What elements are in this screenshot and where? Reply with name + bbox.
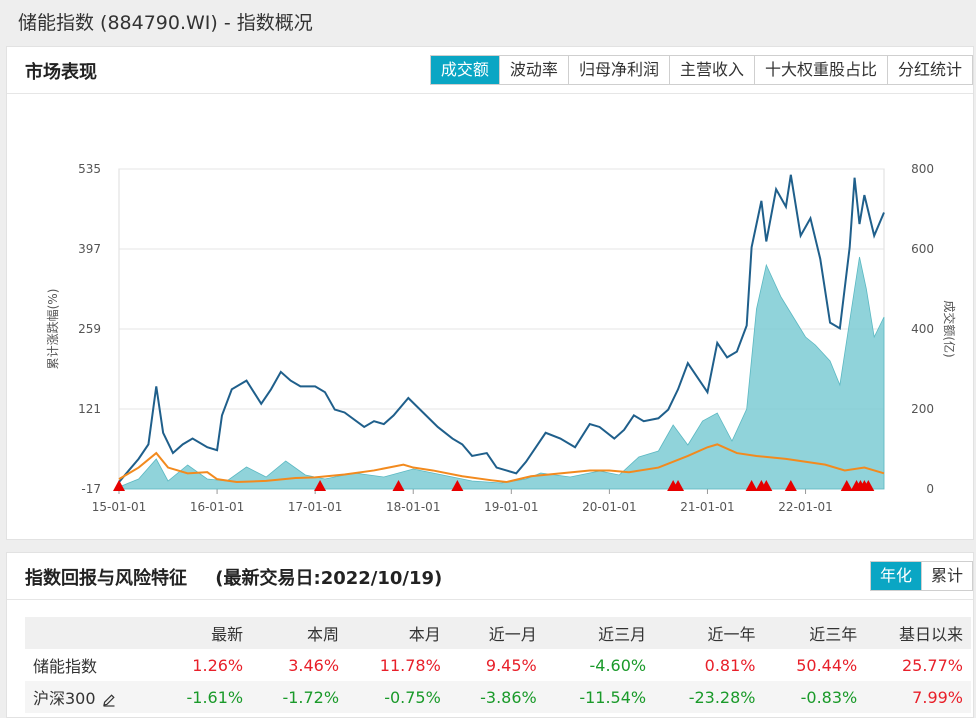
market-title: 市场表现 (25, 62, 97, 83)
tab-main-revenue[interactable]: 主营收入 (668, 56, 754, 84)
returns-card: 指数回报与风险特征 (最新交易日:2022/10/19) 年化 累计 最新 本周… (6, 552, 974, 718)
x-tick-label: 21-01-01 (680, 500, 734, 514)
tab-dividend[interactable]: 分红统计 (886, 56, 972, 84)
col-header: 近一年 (654, 617, 764, 649)
index-line (118, 174, 885, 483)
table-header-row: 最新 本周 本月 近一月 近三月 近一年 近三年 基日以来 (25, 617, 971, 649)
cell: 7.99% (865, 681, 971, 713)
y-tick-label-right: 600 (911, 242, 934, 256)
y-tick-label-right: 800 (911, 162, 934, 176)
hs300-line (118, 443, 885, 484)
table-row: 沪深300 -1.61% -1.72% -0.75% -3.86% -11.54… (25, 681, 971, 713)
returns-title-text: 指数回报与风险特征 (25, 568, 187, 589)
y-axis-label-right: 成交额(亿) (942, 300, 957, 357)
cell: -1.72% (251, 681, 348, 713)
rebalance-marker (745, 480, 758, 491)
cell: -0.83% (763, 681, 866, 713)
cell: 11.78% (379, 655, 441, 675)
y-tick-label-right: 0 (926, 482, 934, 496)
x-tick-label: 18-01-01 (386, 500, 440, 514)
returns-tabs: 年化 累计 (869, 561, 973, 591)
y-tick-label-left: 259 (78, 322, 101, 336)
cell: 50.44% (796, 655, 858, 675)
x-tick-label: 22-01-01 (778, 500, 832, 514)
col-header: 本月 (347, 617, 449, 649)
tab-volume[interactable]: 成交额 (430, 56, 499, 84)
returns-header: 指数回报与风险特征 (最新交易日:2022/10/19) 年化 累计 (7, 553, 973, 600)
returns-title: 指数回报与风险特征 (最新交易日:2022/10/19) (25, 564, 442, 590)
x-tick-label: 15-01-01 (92, 500, 146, 514)
row-name-text: 沪深300 (33, 689, 96, 708)
col-header: 近三年 (763, 617, 866, 649)
y-tick-label-right: 400 (911, 322, 934, 336)
rebalance-marker (314, 480, 327, 491)
x-tick-label: 16-01-01 (190, 500, 244, 514)
y-tick-label-left: 121 (78, 402, 101, 416)
y-tick-label-left: 397 (78, 242, 101, 256)
cell: 0.81% (704, 655, 756, 675)
cell: -4.60% (589, 655, 647, 675)
y-tick-label-left: -17 (81, 482, 101, 496)
market-tabs: 成交额 波动率 归母净利润 主营收入 十大权重股占比 分红统计 (429, 55, 973, 85)
rebalance-marker (392, 480, 405, 491)
rebalance-marker (784, 480, 797, 491)
market-chart: 535 397 259 121 -17 800 600 400 200 0 15-01-01 16-0… (45, 162, 957, 514)
rebalance-marker (760, 480, 773, 491)
col-header: 基日以来 (865, 617, 971, 649)
market-card: 市场表现 成交额 波动率 归母净利润 主营收入 十大权重股占比 分红统计 535… (6, 46, 974, 540)
page-title: 储能指数 (884790.WI) - 指数概况 (18, 12, 313, 34)
cell: -3.86% (448, 681, 545, 713)
y-tick-label-left: 535 (78, 162, 101, 176)
cell: 1.26% (192, 655, 244, 675)
cell: 25.77% (901, 655, 963, 675)
returns-subtitle: (最新交易日:2022/10/19) (215, 568, 443, 589)
rebalance-marker (840, 480, 853, 491)
y-axis-label-left: 累计涨跌幅(%) (45, 289, 60, 370)
rebalance-marker (451, 480, 464, 491)
pencil-icon[interactable] (102, 693, 116, 707)
volume-area (118, 256, 885, 490)
col-header (25, 617, 156, 649)
col-header: 本周 (251, 617, 348, 649)
cell: 9.45% (485, 655, 537, 675)
cell: -23.28% (654, 681, 764, 713)
tab-top10-weight[interactable]: 十大权重股占比 (753, 56, 887, 84)
tab-cumulative[interactable]: 累计 (920, 562, 972, 590)
table-row: 储能指数 1.26% 3.46% 11.78% 9.45% -4.60% 0.8… (25, 649, 971, 681)
tab-net-profit[interactable]: 归母净利润 (567, 56, 669, 84)
x-tick-label: 19-01-01 (484, 500, 538, 514)
rebalance-marker (862, 480, 875, 491)
cell: -1.61% (155, 681, 252, 713)
rebalance-marker (672, 480, 685, 491)
row-name: 沪深300 (25, 681, 156, 713)
market-header: 市场表现 成交额 波动率 归母净利润 主营收入 十大权重股占比 分红统计 (7, 47, 973, 94)
cell: -11.54% (544, 681, 655, 713)
cell: -0.75% (347, 681, 449, 713)
returns-table: 最新 本周 本月 近一月 近三月 近一年 近三年 基日以来 储能指数 1.26%… (25, 617, 971, 713)
tab-annualized[interactable]: 年化 (870, 562, 921, 590)
y-tick-label-right: 200 (911, 402, 934, 416)
rebalance-marker (113, 480, 125, 491)
tab-volatility[interactable]: 波动率 (498, 56, 568, 84)
x-tick-label: 20-01-01 (582, 500, 636, 514)
x-tick-label: 17-01-01 (288, 500, 342, 514)
row-name: 储能指数 (33, 657, 98, 676)
col-header: 近一月 (448, 617, 545, 649)
col-header: 近三月 (544, 617, 655, 649)
cell: 3.46% (288, 655, 340, 675)
col-header: 最新 (155, 617, 252, 649)
